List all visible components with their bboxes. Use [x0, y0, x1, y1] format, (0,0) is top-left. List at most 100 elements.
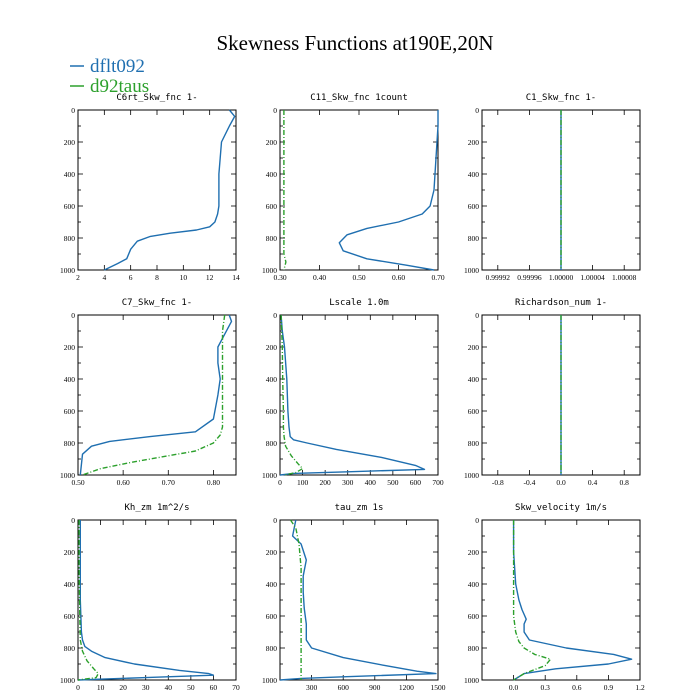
- x-tick-label: 400: [365, 478, 377, 487]
- x-tick-label: 2: [76, 273, 80, 282]
- y-tick-label: 400: [266, 580, 278, 589]
- series-line-d92taus: [283, 110, 287, 271]
- x-tick-label: 1.00008: [612, 273, 637, 282]
- x-tick-label: 0.99992: [486, 273, 511, 282]
- x-tick-label: 500: [387, 478, 399, 487]
- figure-title: Skewness Functions at190E,20N: [216, 31, 493, 55]
- series-line-dflt092: [279, 519, 437, 681]
- x-tick-label: 1200: [399, 683, 414, 692]
- y-tick-label: 800: [468, 439, 480, 448]
- x-tick-label: 14: [232, 273, 240, 282]
- panel-title: Richardson_num 1-: [515, 298, 607, 308]
- series-line-dflt092: [279, 314, 426, 476]
- y-tick-label: 400: [468, 170, 480, 179]
- y-tick-label: 200: [64, 548, 76, 557]
- x-tick-label: 30: [142, 683, 150, 692]
- x-tick-label: 0.99996: [517, 273, 542, 282]
- y-tick-label: 800: [64, 234, 76, 243]
- panel-title: C1_Skw_fnc 1-: [526, 93, 596, 103]
- x-tick-label: 0.70: [162, 478, 175, 487]
- x-tick-label: 0.80: [207, 478, 220, 487]
- y-tick-label: 800: [266, 644, 278, 653]
- y-tick-label: 400: [266, 375, 278, 384]
- legend-label-dflt092: dflt092: [90, 56, 145, 77]
- x-tick-label: 0.50: [352, 273, 365, 282]
- y-tick-label: 600: [468, 612, 480, 621]
- y-tick-label: 600: [468, 407, 480, 416]
- legend: dflt092 d92taus: [70, 56, 149, 97]
- plot-frame: [77, 314, 237, 476]
- x-tick-label: 0.70: [431, 273, 444, 282]
- y-tick-label: 600: [266, 612, 278, 621]
- y-tick-label: 1000: [464, 676, 479, 685]
- x-tick-label: 6: [129, 273, 133, 282]
- x-tick-label: 600: [338, 683, 350, 692]
- y-tick-label: 600: [64, 612, 76, 621]
- y-tick-label: 400: [64, 375, 76, 384]
- x-tick-label: 20: [119, 683, 127, 692]
- y-tick-label: 0: [273, 311, 277, 320]
- y-tick-label: 200: [64, 138, 76, 147]
- y-tick-label: 1000: [262, 266, 277, 275]
- x-tick-label: 0.40: [313, 273, 326, 282]
- x-tick-label: -0.8: [492, 478, 504, 487]
- series-line-d92taus: [280, 314, 304, 476]
- y-tick-label: 400: [266, 170, 278, 179]
- x-tick-label: 10: [180, 273, 188, 282]
- series-line-dflt092: [338, 110, 439, 271]
- x-tick-label: 600: [410, 478, 422, 487]
- x-tick-label: 300: [306, 683, 318, 692]
- x-tick-label: 0: [76, 683, 80, 692]
- panel-3: C1_Skw_fnc 1- 0 200 400 600 800 1000 0.99992 0.9…: [464, 93, 641, 282]
- plot-frame: [279, 109, 439, 271]
- panel-6: Richardson_num 1- 0 200 400 600 800 1000 -0.8 -0…: [464, 298, 641, 487]
- y-tick-label: 600: [64, 202, 76, 211]
- panel-9: Skw_velocity 1m/s 0 200 400 600 800 1000 0.0 0.3…: [464, 503, 645, 692]
- y-tick-label: 0: [71, 516, 75, 525]
- x-tick-label: 100: [297, 478, 309, 487]
- plot-frame: [481, 519, 641, 681]
- x-tick-label: 0.30: [273, 273, 286, 282]
- x-tick-label: 1500: [431, 683, 446, 692]
- series-line-d92taus: [77, 520, 100, 681]
- y-tick-label: 400: [64, 170, 76, 179]
- x-tick-label: 0: [278, 478, 282, 487]
- y-tick-label: 800: [468, 234, 480, 243]
- x-tick-label: 200: [320, 478, 332, 487]
- y-tick-label: 200: [266, 548, 278, 557]
- y-tick-label: 1000: [262, 676, 277, 685]
- y-tick-label: 800: [468, 644, 480, 653]
- panel-8: tau_zm 1s 0 200 400 600 800 1000 300 600 900 1200 1…: [262, 503, 446, 692]
- y-tick-label: 200: [468, 343, 480, 352]
- plot-frame: [77, 109, 237, 271]
- y-tick-label: 0: [475, 311, 479, 320]
- y-tick-label: 1000: [262, 471, 277, 480]
- x-tick-label: 900: [369, 683, 381, 692]
- series-line-d92taus: [289, 519, 302, 680]
- x-tick-label: 70: [232, 683, 240, 692]
- x-tick-label: 1.00000: [549, 273, 574, 282]
- y-tick-label: 0: [71, 311, 75, 320]
- x-tick-label: 0.60: [117, 478, 130, 487]
- y-tick-label: 1000: [60, 676, 75, 685]
- y-tick-label: 600: [266, 202, 278, 211]
- y-tick-label: 800: [266, 234, 278, 243]
- x-tick-label: 0.6: [572, 683, 582, 692]
- panel-title: Skw_velocity 1m/s: [515, 503, 607, 513]
- y-tick-label: 200: [64, 343, 76, 352]
- x-tick-label: -0.4: [523, 478, 535, 487]
- series-line-d92taus: [82, 314, 226, 476]
- y-tick-label: 0: [71, 106, 75, 115]
- series-line-dflt092: [512, 520, 633, 681]
- plot-frame: [279, 314, 439, 476]
- y-tick-label: 0: [475, 106, 479, 115]
- y-tick-label: 200: [468, 548, 480, 557]
- panel-title: C11_Skw_fnc 1count: [310, 93, 408, 103]
- y-tick-label: 400: [64, 580, 76, 589]
- x-tick-label: 10: [97, 683, 105, 692]
